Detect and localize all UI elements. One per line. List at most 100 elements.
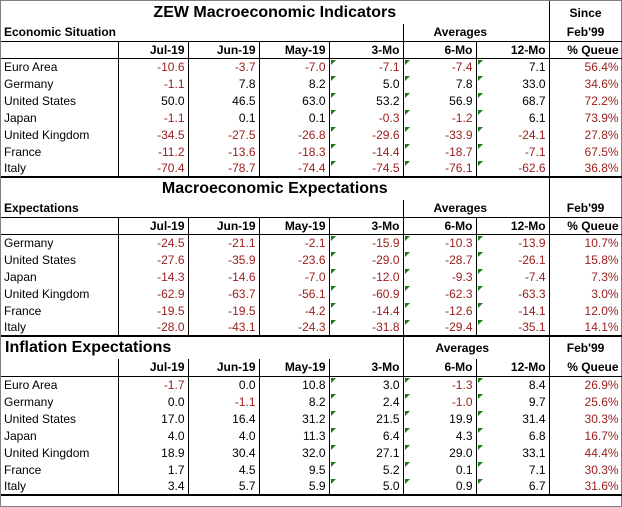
column-header: 3-Mo <box>328 217 404 235</box>
value-cell: -34.5 <box>118 126 189 143</box>
value-cell: -24.5 <box>118 234 189 251</box>
column-header: Jul-19 <box>118 217 189 235</box>
row-label-header <box>1 41 119 59</box>
country-name: United States <box>1 410 119 427</box>
value-cell: -4.2 <box>259 302 330 319</box>
value-cell: 0.0 <box>118 393 189 410</box>
column-header: 6-Mo <box>403 359 477 377</box>
country-name: Euro Area <box>1 376 119 393</box>
value-cell: 16.4 <box>188 410 260 427</box>
queue-percent-cell: 3.0% <box>549 285 622 302</box>
country-name: Italy <box>1 478 119 496</box>
column-header: May-19 <box>259 41 330 59</box>
value-cell: -35.1 <box>476 319 550 337</box>
country-name: United Kingdom <box>1 285 119 302</box>
table-row: United Kingdom -34.5 -27.5 -26.8 -29.6 -33.9-… <box>1 126 622 143</box>
value-cell: -29.0 <box>328 251 404 268</box>
queue-percent-cell: 34.6% <box>549 75 622 92</box>
value-cell: -26.8 <box>259 126 330 143</box>
table-row: Germany -1.1 7.8 8.2 5.0 7.8 33.0 34.6% <box>1 75 622 92</box>
country-name: Italy <box>1 319 119 337</box>
since-value: Feb'99 <box>549 336 622 359</box>
value-cell: 0.1 <box>188 109 260 126</box>
country-name: Germany <box>1 75 119 92</box>
value-cell: 7.1 <box>476 461 550 478</box>
table-row: United States 17.0 16.4 31.2 21.5 19.9 31.4 30.… <box>1 410 622 427</box>
value-cell: -33.9 <box>403 126 477 143</box>
row-label-header <box>1 359 119 377</box>
value-cell: -9.3 <box>403 268 477 285</box>
section-subtitle-row: Expectations Averages Feb'99 <box>1 200 622 218</box>
value-cell: 4.3 <box>403 427 477 444</box>
value-cell: -56.1 <box>259 285 330 302</box>
value-cell: 8.2 <box>259 75 330 92</box>
value-cell: 31.4 <box>476 410 550 427</box>
column-header: 12-Mo <box>476 359 550 377</box>
value-cell: -7.0 <box>259 58 330 75</box>
value-cell: 31.2 <box>259 410 330 427</box>
value-cell: 56.9 <box>403 92 477 109</box>
column-header: 3-Mo <box>328 359 404 377</box>
value-cell: 4.5 <box>188 461 260 478</box>
value-cell: -31.8 <box>328 319 404 337</box>
queue-percent-cell: 16.7% <box>549 427 622 444</box>
value-cell: -2.1 <box>259 234 330 251</box>
country-name: Germany <box>1 234 119 251</box>
table-row: Japan -14.3 -14.6 -7.0 -12.0 -9.3 -7.4 7.3% <box>1 268 622 285</box>
value-cell: 32.0 <box>259 444 330 461</box>
queue-percent-cell: 56.4% <box>549 58 622 75</box>
value-cell: 8.2 <box>259 393 330 410</box>
value-cell: 6.1 <box>476 109 550 126</box>
value-cell: 63.0 <box>259 92 330 109</box>
table-row: United States 50.0 46.5 63.0 53.2 56.9 68.7 72.… <box>1 92 622 109</box>
table-row: United Kingdom -62.9 -63.7 -56.1 -60.9 -62.3-… <box>1 285 622 302</box>
queue-percent-cell: 12.0% <box>549 302 622 319</box>
value-cell: 4.0 <box>118 427 189 444</box>
queue-percent-cell: 30.3% <box>549 410 622 427</box>
country-name: Japan <box>1 109 119 126</box>
table-row: Italy 3.4 5.7 5.9 5.0 0.9 6.7 31.6% <box>1 478 622 496</box>
value-cell: 3.0 <box>328 376 404 393</box>
value-cell: -1.2 <box>403 109 477 126</box>
value-cell: -15.9 <box>328 234 404 251</box>
table-row: France -19.5 -19.5 -4.2 -14.4 -12.6 -14.1 12.0% <box>1 302 622 319</box>
value-cell: -12.0 <box>328 268 404 285</box>
value-cell: -63.7 <box>188 285 260 302</box>
zew-indicators-table: ZEW Macroeconomic Indicators Since Economi… <box>1 1 622 496</box>
queue-percent-cell: 73.9% <box>549 109 622 126</box>
country-name: United States <box>1 92 119 109</box>
value-cell: -19.5 <box>188 302 260 319</box>
value-cell: -1.7 <box>118 376 189 393</box>
queue-percent-cell: 14.1% <box>549 319 622 337</box>
queue-percent-cell: 7.3% <box>549 268 622 285</box>
queue-percent-cell: 36.8% <box>549 160 622 178</box>
value-cell: -18.3 <box>259 143 330 160</box>
section-subtitle-row: Economic Situation Averages Feb'99 <box>1 24 622 42</box>
table-row: Japan 4.0 4.0 11.3 6.4 4.3 6.8 16.7% <box>1 427 622 444</box>
value-cell: -78.7 <box>188 160 260 178</box>
column-header: 6-Mo <box>403 217 477 235</box>
value-cell: 5.0 <box>328 75 404 92</box>
column-header-row: Jul-19 Jun-19 May-19 3-Mo 6-Mo 12-Mo% Queue <box>1 359 622 377</box>
value-cell: 0.1 <box>403 461 477 478</box>
since-value: Feb'99 <box>549 200 622 218</box>
value-cell: -74.4 <box>259 160 330 178</box>
queue-percent-cell: 15.8% <box>549 251 622 268</box>
value-cell: 9.7 <box>476 393 550 410</box>
value-cell: 5.2 <box>328 461 404 478</box>
value-cell: 30.4 <box>188 444 260 461</box>
value-cell: 7.8 <box>403 75 477 92</box>
column-header: Jun-19 <box>188 359 260 377</box>
value-cell: 9.5 <box>259 461 330 478</box>
queue-percent-cell: 67.5% <box>549 143 622 160</box>
value-cell: -14.1 <box>476 302 550 319</box>
value-cell: -70.4 <box>118 160 189 178</box>
value-cell: -10.6 <box>118 58 189 75</box>
table-row: Italy -28.0 -43.1 -24.3 -31.8 -29.4 -35.1 14.1% <box>1 319 622 337</box>
value-cell: -18.7 <box>403 143 477 160</box>
queue-percent-cell: 72.2% <box>549 92 622 109</box>
value-cell: 8.4 <box>476 376 550 393</box>
value-cell: 68.7 <box>476 92 550 109</box>
value-cell: -28.7 <box>403 251 477 268</box>
value-cell: -28.0 <box>118 319 189 337</box>
